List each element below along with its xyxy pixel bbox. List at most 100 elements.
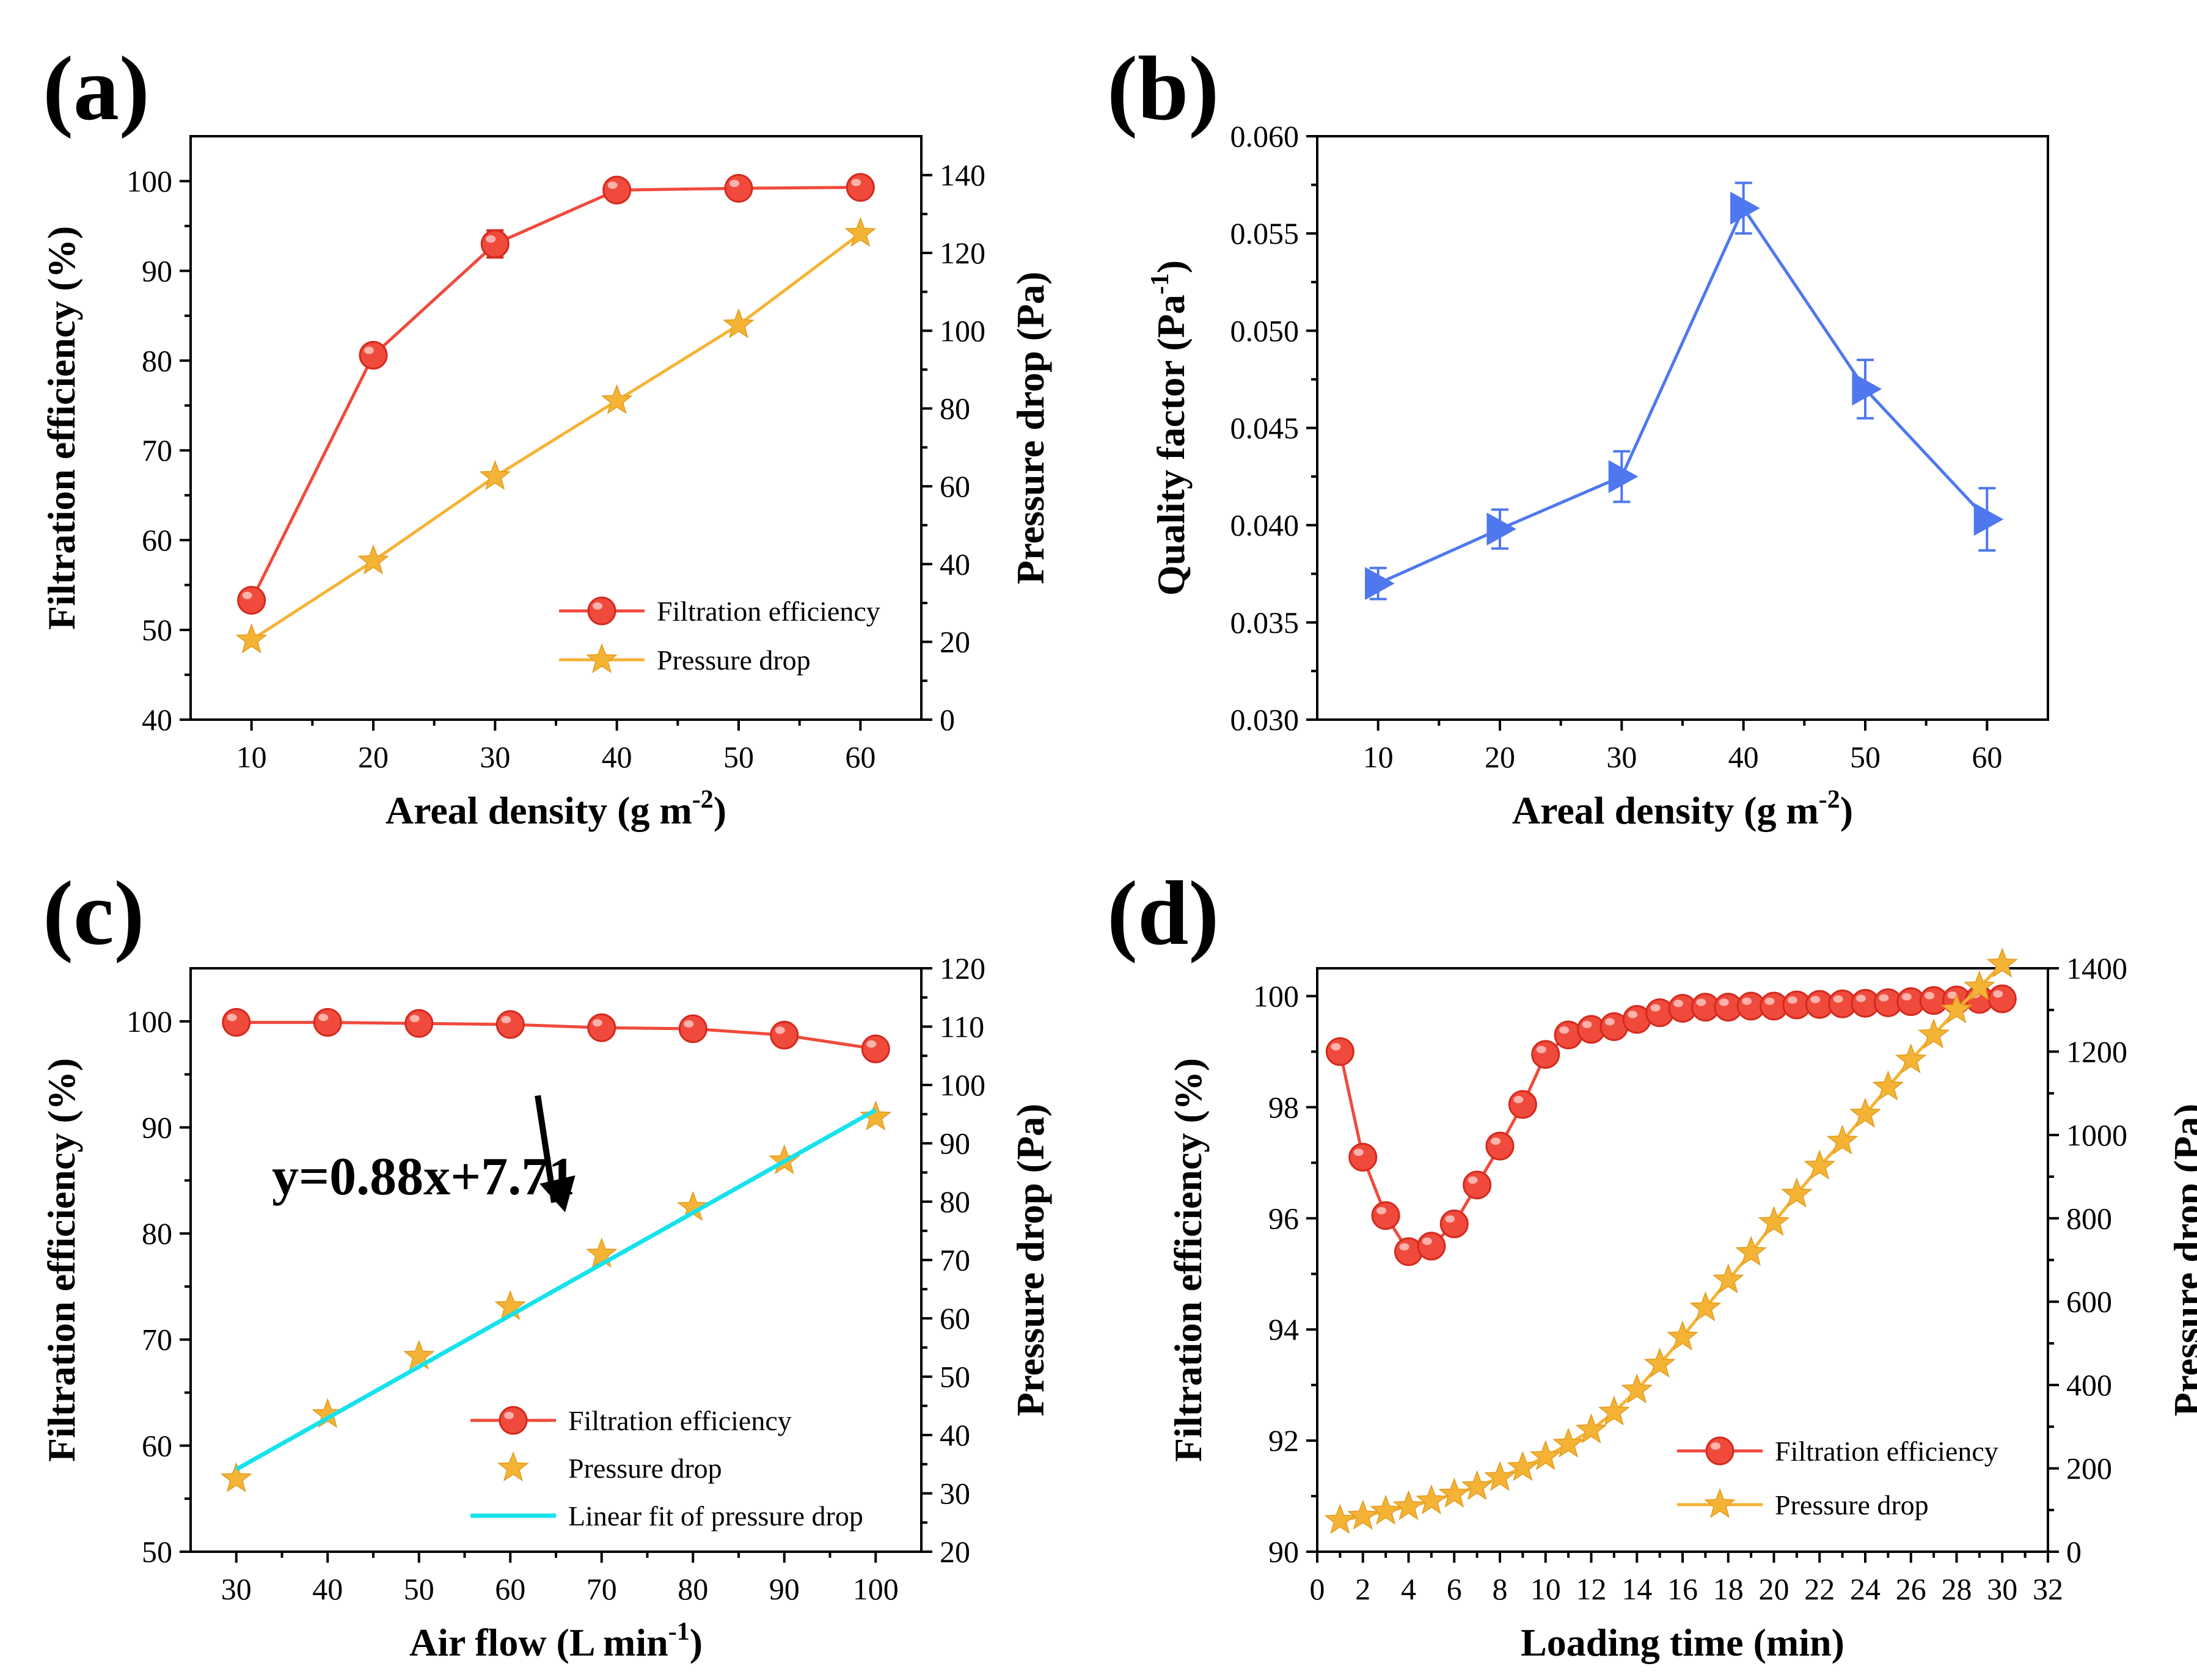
data-point-highlight (1696, 998, 1706, 1006)
panel-label: (d) (1107, 863, 1219, 964)
y2-tick-label: 400 (2066, 1368, 2112, 1402)
data-point-highlight (486, 235, 496, 243)
legend-marker (499, 1406, 528, 1435)
panel-label: (a) (43, 38, 150, 139)
legend-marker (497, 1451, 529, 1481)
y2-tick-label: 60 (940, 469, 970, 503)
legend-label: Filtration efficiency (1775, 1436, 1998, 1467)
panel-b: (b) 10 20 30 40 50 60 0.030 0.035 0.040 0.045 0.050… (1107, 38, 2049, 832)
data-point (359, 340, 388, 370)
y-tick-label: 98 (1268, 1090, 1299, 1124)
data-point (846, 173, 875, 202)
y-tick-label: 0.040 (1230, 508, 1300, 542)
x-tick-label: 6 (1447, 1572, 1462, 1606)
data-point-highlight (1491, 1138, 1501, 1145)
x-tick-label: 60 (495, 1572, 525, 1606)
x-tick-label: 40 (312, 1572, 343, 1606)
data-point (1417, 1232, 1446, 1261)
legend-marker-highlight (504, 1412, 514, 1419)
data-point (1438, 1477, 1471, 1508)
data-point (602, 175, 632, 205)
data-point (237, 586, 266, 615)
series-pressure-drop (1324, 948, 2019, 1534)
data-point-highlight (1399, 1243, 1409, 1251)
y-tick-label: 70 (142, 433, 172, 467)
fit-arrow-head (539, 1175, 576, 1213)
y2-tick-label: 1000 (2066, 1118, 2127, 1152)
data-point (220, 1462, 252, 1492)
x-tick-label: 30 (221, 1572, 252, 1606)
panel-d: (d)0 2 4 6 8 10 12 14 16 18 20 22 24 26 28 30 3290929496… (1107, 863, 2197, 1664)
y-tick-label: 100 (126, 164, 172, 198)
data-point (404, 1009, 434, 1038)
data-point-highlight (1787, 996, 1797, 1004)
data-point (1416, 1484, 1447, 1514)
data-point-highlight (1993, 990, 2003, 998)
legend-label: Filtration efficiency (657, 596, 880, 627)
data-point (678, 1014, 707, 1043)
data-point (1348, 1142, 1378, 1172)
x-tick-label: 50 (404, 1572, 434, 1606)
data-point (1529, 1440, 1562, 1470)
x-tick-label: 10 (1363, 740, 1394, 774)
x-tick-label: 60 (1972, 740, 2002, 774)
data-point-highlight (1764, 997, 1775, 1005)
data-point (1392, 1490, 1425, 1521)
y-tick-label: 92 (1268, 1423, 1299, 1458)
y-tick-label: 90 (1268, 1535, 1299, 1569)
y2-tick-label: 110 (940, 1010, 984, 1044)
x-tick-label: 32 (2033, 1572, 2063, 1606)
legend-entry: Pressure drop (559, 643, 811, 676)
data-point (1324, 1503, 1356, 1534)
data-point (1689, 1291, 1722, 1321)
data-point-highlight (729, 180, 739, 188)
x-axis-title: Air flow (L min-1) (409, 1618, 703, 1664)
x-tick-label: 2 (1355, 1572, 1370, 1606)
x-axis-title: Areal density (g m-2) (1512, 786, 1853, 832)
data-point (222, 1008, 251, 1037)
data-point (1439, 1209, 1469, 1238)
data-point-highlight (1513, 1095, 1524, 1103)
data-point-highlight (607, 181, 618, 189)
data-point (235, 623, 268, 654)
data-point (1852, 372, 1882, 406)
y-tick-label: 94 (1268, 1312, 1299, 1346)
legend-marker (587, 596, 616, 626)
data-point-highlight (1856, 995, 1866, 1003)
panel-label: (c) (43, 863, 144, 964)
y2-tick-label: 30 (940, 1477, 970, 1511)
data-point-highlight (866, 1040, 877, 1048)
data-point (1758, 1205, 1790, 1236)
data-point (403, 1339, 435, 1370)
x-tick-label: 24 (1850, 1572, 1881, 1606)
y-tick-label: 100 (126, 1004, 172, 1039)
x-tick-label: 0 (1310, 1572, 1325, 1606)
x-tick-label: 22 (1804, 1572, 1835, 1606)
y-tick-label: 0.030 (1230, 703, 1300, 737)
y2-tick-label: 0 (2066, 1535, 2082, 1569)
data-point (860, 1100, 892, 1131)
y-tick-label: 90 (142, 1110, 172, 1144)
data-point (1826, 1124, 1859, 1155)
legend-entry: Pressure drop (497, 1451, 722, 1484)
data-point-highlight (242, 591, 252, 599)
y2-tick-label: 90 (940, 1127, 970, 1161)
legend-entry: Filtration efficiency (1677, 1436, 1998, 1467)
x-tick-label: 28 (1942, 1572, 1972, 1606)
data-point (1973, 503, 2004, 536)
y2-tick-label: 140 (940, 158, 985, 192)
data-point (1484, 1461, 1516, 1491)
y-tick-label: 80 (142, 343, 172, 378)
y-tick-label: 0.050 (1230, 313, 1300, 348)
y-tick-label: 50 (142, 1535, 172, 1569)
data-point-highlight (1833, 995, 1843, 1003)
y-tick-label: 96 (1268, 1201, 1299, 1235)
data-point-highlight (1947, 991, 1958, 999)
x-tick-label: 80 (678, 1572, 708, 1606)
y2-tick-label: 800 (2066, 1201, 2112, 1235)
legend-marker (586, 643, 618, 673)
x-tick-label: 30 (1987, 1572, 2017, 1606)
data-point (861, 1034, 890, 1064)
x-tick-label: 4 (1401, 1572, 1416, 1606)
data-point-highlight (1925, 992, 1935, 999)
